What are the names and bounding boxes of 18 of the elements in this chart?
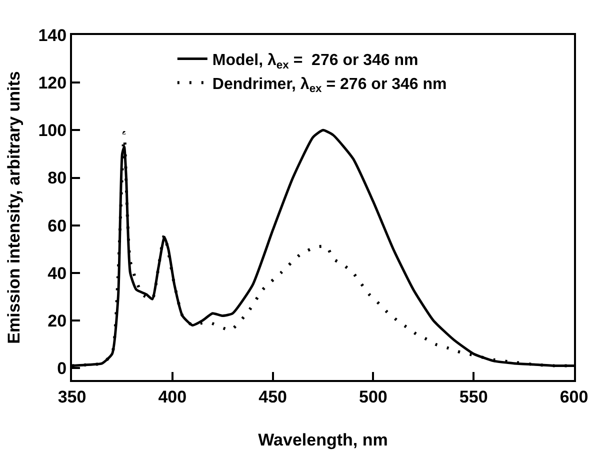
x-tick-label: 550: [459, 387, 488, 406]
y-tick-label: 40: [48, 264, 67, 283]
y-tick-label: 140: [38, 26, 67, 45]
y-tick-label: 0: [57, 359, 67, 378]
y-tick-label: 20: [48, 311, 67, 330]
y-axis-title: Emission intensity, arbitrary units: [4, 71, 24, 344]
x-axis-title: Wavelength, nm: [258, 430, 388, 450]
x-tick-label: 450: [258, 387, 287, 406]
y-tick-label: 100: [38, 121, 67, 140]
x-tick-label: 500: [359, 387, 388, 406]
y-tick-label: 80: [48, 168, 67, 188]
legend-label: Model, λ$_{ex}$ = 276 or 346 nm: [212, 52, 418, 72]
y-tick-label: 120: [38, 74, 67, 93]
x-tick-label: 400: [158, 387, 187, 406]
y-tick-label: 60: [48, 216, 67, 236]
x-tick-label: 350: [58, 387, 86, 406]
x-tick-label: 600: [560, 387, 588, 406]
legend-label: Dendrimer, λ$_{ex}$ = 276 or 346 nm: [212, 76, 447, 96]
